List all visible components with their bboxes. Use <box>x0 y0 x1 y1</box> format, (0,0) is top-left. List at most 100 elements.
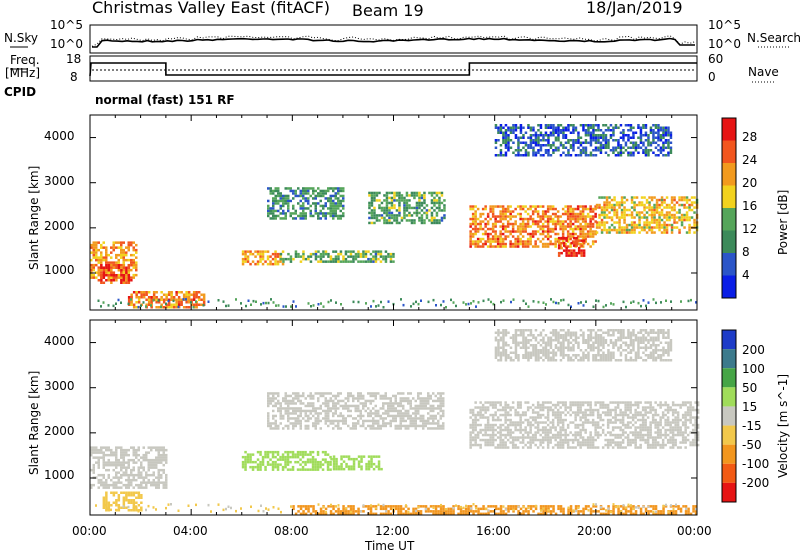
heatmap-cell <box>282 194 285 198</box>
heatmap-cell <box>657 512 660 516</box>
heatmap-cell <box>510 300 512 304</box>
heatmap-cell <box>269 260 272 263</box>
heatmap-cell <box>655 211 659 214</box>
heatmap-cell <box>317 194 320 198</box>
heatmap-cell <box>294 453 297 456</box>
heatmap-cell <box>546 438 550 442</box>
heatmap-cell <box>413 191 416 195</box>
heatmap-cell <box>534 507 538 511</box>
heatmap-cell <box>529 144 533 147</box>
heatmap-cell <box>354 407 357 410</box>
heatmap-cell <box>615 213 619 217</box>
heatmap-cell <box>539 408 542 412</box>
heatmap-cell <box>432 399 435 403</box>
heatmap-cell <box>432 512 435 516</box>
heatmap-cell <box>673 198 676 202</box>
heatmap-cell <box>352 457 356 461</box>
heatmap-cell <box>115 476 118 479</box>
heatmap-cell <box>536 230 540 233</box>
heatmap-cell <box>486 418 490 422</box>
heatmap-cell <box>433 209 436 212</box>
heatmap-cell <box>105 246 108 249</box>
heatmap-cell <box>244 455 247 459</box>
heatmap-cell <box>319 419 322 423</box>
heatmap-cell <box>532 134 535 137</box>
heatmap-cell <box>420 201 424 205</box>
heatmap-cell <box>663 223 666 227</box>
heatmap-cell <box>279 409 282 413</box>
heatmap-cell <box>367 257 370 261</box>
heatmap-cell <box>309 397 312 400</box>
heatmap-cell <box>509 431 512 434</box>
heatmap-cell <box>574 154 578 157</box>
heatmap-cell <box>135 483 138 487</box>
heatmap-cell <box>125 486 128 489</box>
heatmap-cell <box>482 505 485 508</box>
heatmap-cell <box>125 471 128 474</box>
heatmap-cell <box>529 141 533 144</box>
heatmap-cell <box>689 512 693 516</box>
heatmap-cell <box>507 510 510 513</box>
heatmap-cell <box>302 417 305 420</box>
heatmap-cell <box>110 276 113 279</box>
heatmap-cell <box>532 510 535 513</box>
heatmap-cell <box>660 301 662 304</box>
heatmap-cell <box>619 136 623 139</box>
heatmap-cell <box>347 250 350 253</box>
heatmap-cell <box>165 486 168 489</box>
heatmap-cell <box>274 187 277 190</box>
heatmap-cell <box>329 214 332 218</box>
heatmap-cell <box>389 414 392 418</box>
heatmap-cell <box>486 416 490 419</box>
heatmap-cell <box>122 453 125 457</box>
heatmap-cell <box>469 505 473 508</box>
heatmap-cell <box>516 406 520 409</box>
heatmap-cell <box>152 299 155 302</box>
heatmap-cell <box>383 219 386 222</box>
heatmap-cell <box>130 261 133 264</box>
heatmap-cell <box>633 223 636 227</box>
heatmap-cell <box>434 427 437 430</box>
heatmap-cell <box>312 414 315 418</box>
heatmap-cell <box>650 213 654 217</box>
heatmap-cell <box>678 216 681 219</box>
heatmap-cell <box>633 221 636 224</box>
heatmap-cell <box>175 298 178 301</box>
heatmap-cell <box>571 441 575 444</box>
heatmap-cell <box>620 228 624 232</box>
heatmap-cell <box>390 199 394 202</box>
heatmap-cell <box>534 242 537 246</box>
heatmap-cell <box>92 273 95 277</box>
heatmap-cell <box>299 255 303 258</box>
heatmap-cell <box>297 417 300 420</box>
heatmap-cell <box>259 468 262 471</box>
heatmap-cell <box>486 237 490 241</box>
heatmap-cell <box>542 154 545 157</box>
heatmap-cell <box>574 401 577 404</box>
heatmap-cell <box>617 151 620 154</box>
heatmap-cell <box>344 510 348 513</box>
heatmap-cell <box>437 407 440 410</box>
heatmap-cell <box>514 240 517 243</box>
heatmap-cell <box>377 422 380 425</box>
heatmap-cell <box>90 263 93 267</box>
heatmap-cell <box>688 208 691 212</box>
heatmap-cell <box>499 441 502 444</box>
heatmap-cell <box>521 242 525 246</box>
heatmap-cell <box>536 403 540 407</box>
heatmap-cell <box>507 146 510 149</box>
heatmap-cell <box>584 222 587 226</box>
heatmap-cell <box>591 210 595 213</box>
heatmap-cell <box>390 191 394 195</box>
heatmap-cell <box>120 461 123 464</box>
heatmap-cell <box>655 226 659 229</box>
heatmap-cell <box>564 428 567 432</box>
heatmap-cell <box>642 149 645 152</box>
heatmap-cell <box>529 126 533 129</box>
heatmap-cell <box>692 510 695 513</box>
heatmap-cell <box>269 217 272 220</box>
heatmap-cell <box>374 505 378 508</box>
heatmap-cell <box>474 436 477 439</box>
heatmap-cell <box>519 225 522 228</box>
